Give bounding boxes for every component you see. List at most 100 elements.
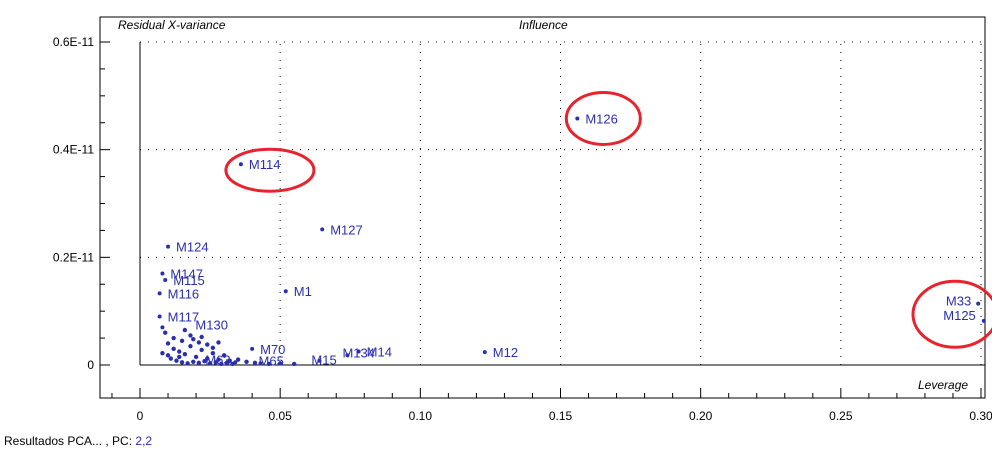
plot-frame [99, 16, 986, 399]
data-point [196, 360, 202, 366]
y-tick-label: 0.4E-11 [53, 143, 94, 157]
data-point [165, 341, 171, 346]
data-point [185, 361, 190, 366]
data-point-m115 [163, 277, 168, 282]
data-point-m114 [238, 162, 243, 167]
y-tick-label: 0.2E-11 [53, 250, 94, 264]
data-point [168, 356, 174, 361]
point-label-m14: M14 [367, 345, 392, 360]
point-label-m127: M127 [330, 222, 363, 237]
data-point [182, 352, 188, 357]
x-tick-label: 0.15 [549, 409, 573, 423]
point-label-m115: M115 [173, 273, 205, 288]
data-point-m124 [166, 244, 171, 249]
x-tick-label: 0.10 [409, 409, 433, 423]
point-label-m125: M125 [943, 308, 976, 323]
data-point [202, 359, 207, 364]
point-label-m65: M65 [259, 353, 284, 368]
x-tick-label: 0.30 [969, 409, 992, 423]
point-label-m117: M117 [168, 310, 200, 325]
point-label-m130: M130 [195, 317, 228, 332]
highlight-ellipse-m126 [564, 90, 642, 146]
data-point [205, 342, 210, 347]
highlight-ellipses [224, 90, 992, 349]
data-point [171, 346, 176, 352]
data-point [179, 360, 185, 365]
status-prefix: Resultados PCA... , PC: [4, 434, 136, 448]
point-label-m126: M126 [585, 111, 618, 126]
data-point [291, 361, 297, 367]
data-point-m147 [160, 271, 165, 276]
data-point [224, 360, 230, 366]
data-point [207, 361, 213, 366]
data-point-m63 [233, 360, 238, 365]
ticks: 0 0.2E-11 0.4E-11 0.6E-11 0 0.05 0.10 0.15 0.20 0… [53, 35, 992, 423]
data-point [196, 340, 202, 345]
data-point-m134 [345, 353, 350, 358]
data-point [163, 330, 168, 335]
data-point [188, 343, 193, 349]
data-points [157, 116, 986, 367]
x-axis-label: Leverage [918, 378, 968, 392]
data-point [266, 361, 272, 367]
data-point [160, 350, 165, 356]
chart-subtitle: Influence [519, 18, 568, 32]
data-point-m33 [976, 301, 981, 306]
data-point [205, 356, 210, 361]
grid [140, 41, 982, 365]
data-point [252, 360, 258, 366]
status-bar: Resultados PCA... , PC: 2,2 [4, 434, 152, 448]
data-point-m126 [575, 116, 580, 121]
data-point [210, 345, 216, 350]
influence-plot: 0 0.2E-11 0.4E-11 0.6E-11 0 0.05 0.10 0.15 0.20 0… [53, 16, 992, 423]
data-point [216, 340, 221, 345]
y-tick-label: 0 [87, 358, 94, 372]
point-label-m33: M33 [946, 294, 971, 309]
data-point [191, 336, 196, 342]
point-label-m134: M134 [342, 345, 375, 360]
data-point [213, 360, 218, 365]
highlight-ellipse-m114 [224, 147, 316, 193]
point-label-m116: M116 [168, 286, 200, 301]
data-point-m65 [258, 361, 263, 366]
point-label-m63: M63 [205, 352, 230, 367]
data-point [177, 349, 182, 354]
x-tick-label: 0.25 [829, 409, 853, 423]
data-point [216, 357, 221, 362]
data-point [199, 347, 204, 353]
data-point [235, 357, 241, 362]
data-point [188, 333, 193, 338]
highlight-ellipse-m33-m125 [911, 279, 992, 349]
x-tick-label: 0.20 [689, 409, 713, 423]
point-label-m124: M124 [176, 240, 209, 255]
y-tick-label: 0.6E-11 [53, 35, 94, 49]
y-axis-label: Residual X-variance [118, 18, 226, 32]
data-point [193, 354, 199, 360]
data-point [221, 353, 227, 358]
point-label-m1: M1 [294, 284, 312, 299]
data-point [191, 359, 196, 364]
data-point [219, 361, 224, 367]
data-point-m130 [160, 325, 165, 330]
x-tick-label: 0 [137, 409, 144, 423]
axes [99, 16, 986, 399]
data-point [177, 354, 182, 360]
data-point [182, 327, 188, 333]
data-point-m70 [250, 346, 255, 351]
data-point-m116 [157, 291, 162, 296]
data-point [179, 338, 185, 343]
point-label-m147: M147 [170, 266, 203, 281]
pc-value: 2,2 [135, 434, 153, 448]
data-point-m14 [356, 349, 361, 354]
data-point-m117 [157, 314, 162, 319]
data-point-m15 [317, 358, 322, 363]
data-point-m127 [320, 227, 325, 232]
data-point [244, 359, 249, 364]
data-point [174, 358, 179, 363]
point-label-m114: M114 [249, 157, 281, 172]
point-label-m70: M70 [260, 342, 285, 357]
data-point [199, 334, 204, 340]
data-point [277, 361, 283, 366]
point-label-m12: M12 [493, 345, 518, 360]
